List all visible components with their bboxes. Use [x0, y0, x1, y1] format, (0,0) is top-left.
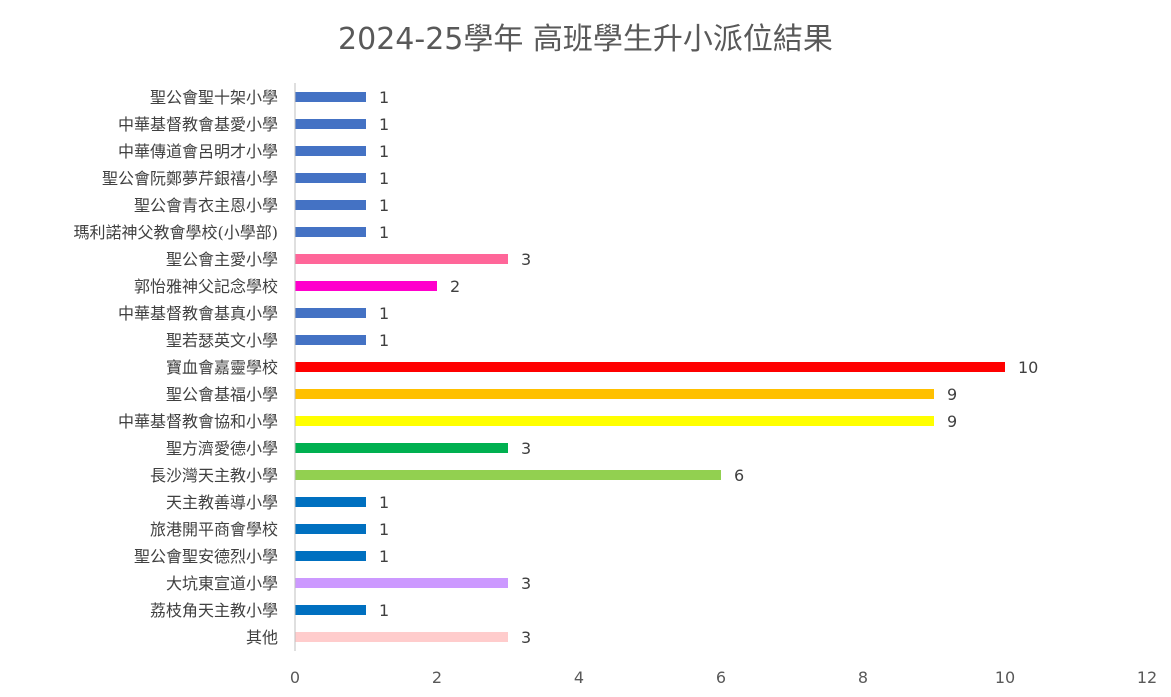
- bar: [295, 470, 721, 480]
- x-axis-ticks: 0 2 4 6 8 10 12: [290, 668, 1157, 687]
- category-label: 長沙灣天主教小學: [150, 466, 278, 485]
- bar: [295, 200, 366, 210]
- category-label: 大坑東宣道小學: [166, 574, 278, 593]
- value-label: 1: [379, 601, 389, 620]
- value-label: 9: [947, 412, 957, 431]
- x-tick-label: 10: [995, 668, 1015, 687]
- category-label: 中華基督教會協和小學: [118, 412, 278, 431]
- category-label: 荔枝角天主教小學: [150, 601, 278, 620]
- category-label: 聖公會主愛小學: [166, 250, 278, 269]
- bar: [295, 389, 934, 399]
- bar: [295, 551, 366, 561]
- category-label: 聖公會聖十架小學: [150, 88, 278, 107]
- category-label: 聖公會青衣主恩小學: [134, 196, 278, 215]
- x-tick-label: 12: [1137, 668, 1157, 687]
- chart-title: 2024-25學年 高班學生升小派位結果: [338, 22, 833, 57]
- category-label: 聖公會聖安德烈小學: [134, 547, 278, 566]
- value-label: 10: [1018, 358, 1038, 377]
- value-label: 1: [379, 142, 389, 161]
- category-label: 聖方濟愛德小學: [166, 439, 278, 458]
- x-tick-label: 4: [574, 668, 584, 687]
- bar: [295, 308, 366, 318]
- x-tick-label: 6: [716, 668, 726, 687]
- value-label: 3: [521, 250, 531, 269]
- value-label: 1: [379, 547, 389, 566]
- category-label: 聖若瑟英文小學: [166, 331, 278, 350]
- bars-layer: [295, 92, 1005, 642]
- bar: [295, 578, 508, 588]
- bar: [295, 362, 1005, 372]
- category-label: 聖公會基福小學: [166, 385, 278, 404]
- value-label: 1: [379, 520, 389, 539]
- bar: [295, 524, 366, 534]
- category-labels: 聖公會聖十架小學中華基督教會基愛小學中華傳道會呂明才小學聖公會阮鄭夢芹銀禧小學聖…: [74, 88, 279, 647]
- value-label: 1: [379, 304, 389, 323]
- category-label: 中華基督教會基真小學: [118, 304, 278, 323]
- value-label: 6: [734, 466, 744, 485]
- value-label: 1: [379, 169, 389, 188]
- value-label: 1: [379, 331, 389, 350]
- value-label: 3: [521, 439, 531, 458]
- bar: [295, 416, 934, 426]
- bar: [295, 173, 366, 183]
- category-label: 旅港開平商會學校: [150, 520, 278, 539]
- bar: [295, 632, 508, 642]
- value-label: 1: [379, 196, 389, 215]
- bar: [295, 281, 437, 291]
- bar: [295, 92, 366, 102]
- value-label: 9: [947, 385, 957, 404]
- value-label: 1: [379, 115, 389, 134]
- category-label: 中華基督教會基愛小學: [118, 115, 278, 134]
- category-label: 郭怡雅神父記念學校: [134, 277, 278, 296]
- value-label: 3: [521, 628, 531, 647]
- value-label: 3: [521, 574, 531, 593]
- x-tick-label: 0: [290, 668, 300, 687]
- value-label: 1: [379, 223, 389, 242]
- bar: [295, 227, 366, 237]
- x-tick-label: 2: [432, 668, 442, 687]
- bar: [295, 254, 508, 264]
- category-label: 中華傳道會呂明才小學: [118, 142, 278, 161]
- category-label: 天主教善導小學: [166, 493, 278, 512]
- bar: [295, 605, 366, 615]
- x-tick-label: 8: [858, 668, 868, 687]
- bar: [295, 335, 366, 345]
- category-label: 其他: [246, 628, 278, 647]
- bar: [295, 146, 366, 156]
- bar: [295, 443, 508, 453]
- bar: [295, 497, 366, 507]
- value-label: 1: [379, 88, 389, 107]
- value-label: 2: [450, 277, 460, 296]
- category-label: 聖公會阮鄭夢芹銀禧小學: [102, 169, 278, 188]
- category-label: 寶血會嘉靈學校: [166, 358, 278, 377]
- value-label: 1: [379, 493, 389, 512]
- bar: [295, 119, 366, 129]
- category-label: 瑪利諾神父教會學校(小學部): [74, 223, 279, 242]
